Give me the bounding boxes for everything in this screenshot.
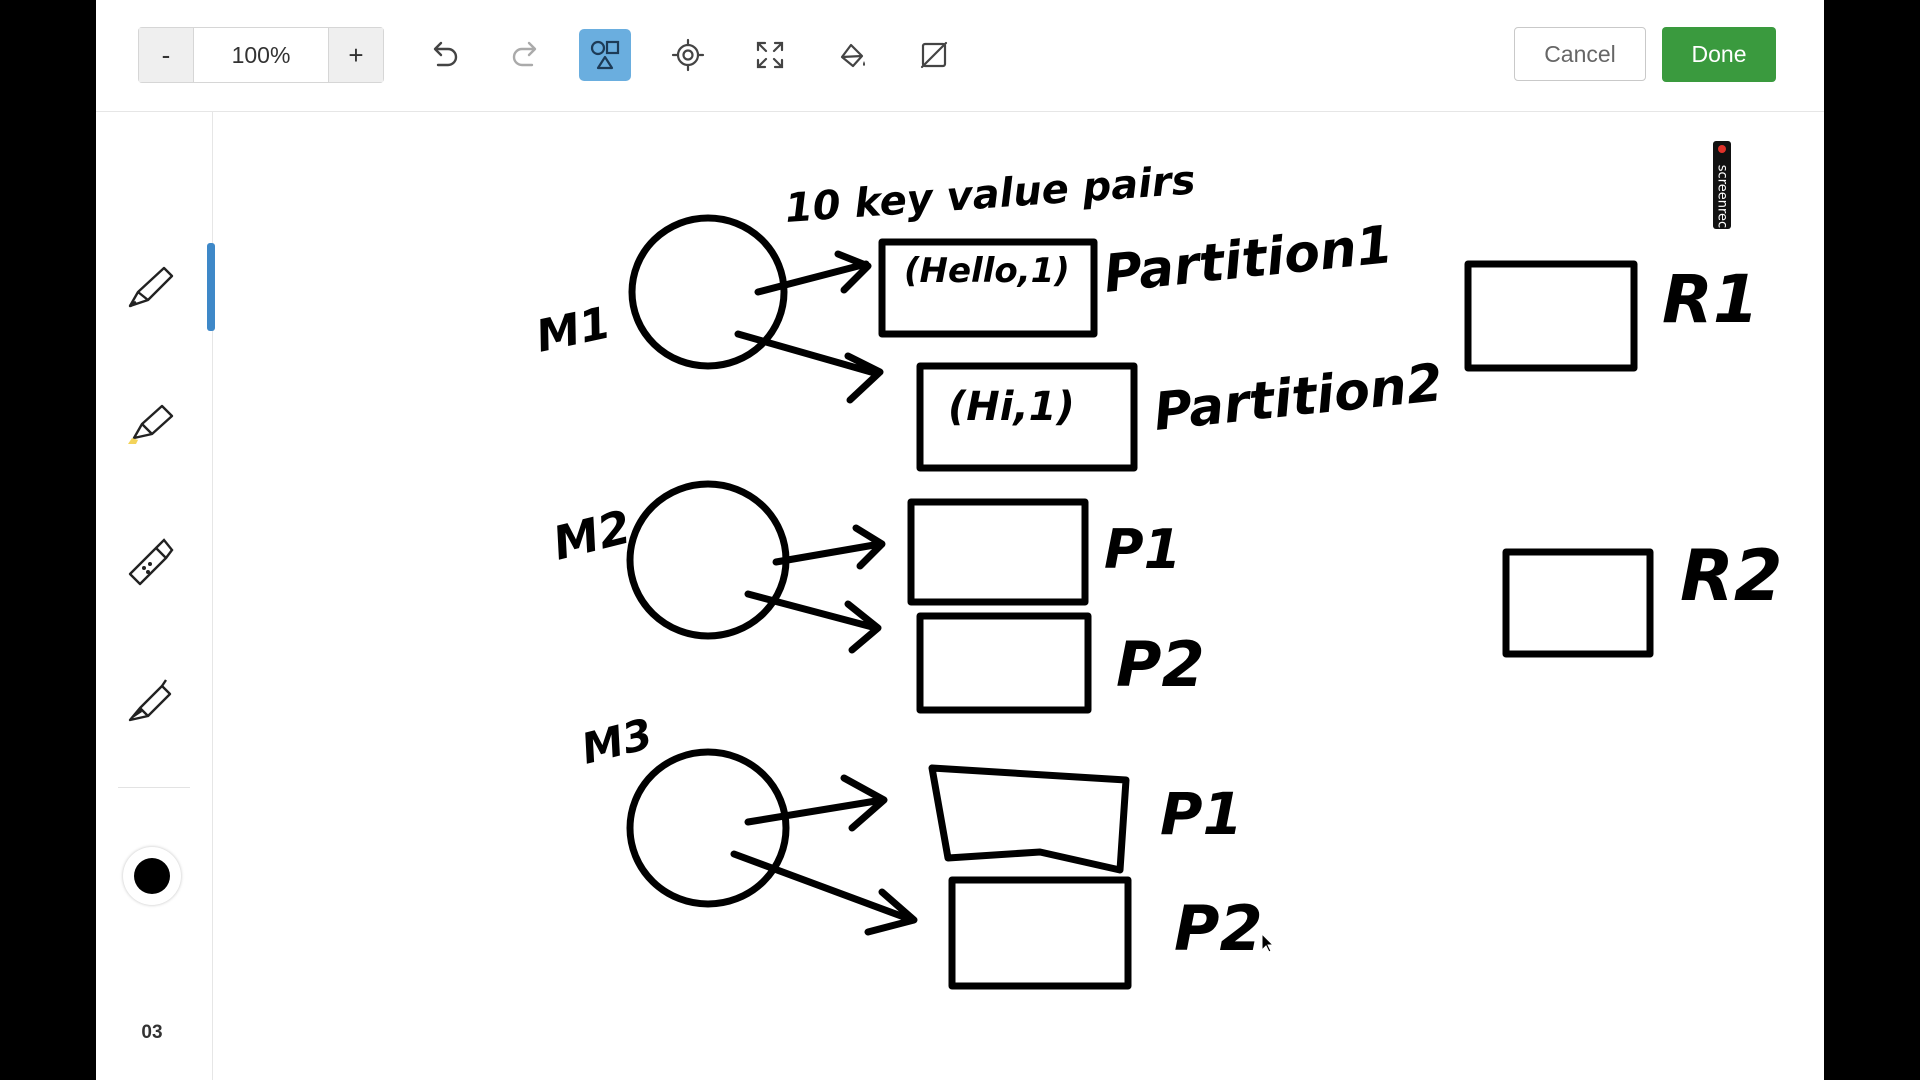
fill-bucket-icon: [840, 43, 865, 68]
label-m2: M2: [548, 499, 637, 570]
cancel-button[interactable]: Cancel: [1514, 27, 1646, 81]
drawing-canvas[interactable]: 10 key value pairs M1 (Hello,1) Partitio…: [213, 112, 1824, 1080]
m2-p1-box: [907, 498, 1089, 606]
fullscreen-button[interactable]: [744, 29, 796, 81]
label-r1: R1: [1662, 261, 1759, 338]
zoom-in-button[interactable]: +: [329, 28, 383, 82]
reducer-r1-box: [1464, 260, 1638, 372]
eraser-tool-button[interactable]: [908, 29, 960, 81]
mouse-cursor-icon: [1261, 932, 1275, 953]
label-partition1: Partition1: [1101, 215, 1395, 305]
m2-p2-box: [916, 612, 1092, 714]
partition1-box: [878, 238, 1098, 338]
label-m3-p1: P1: [1160, 780, 1243, 848]
target-tool-button[interactable]: [662, 29, 714, 81]
dotted-marker-icon: [128, 538, 174, 586]
zoom-level: 100%: [193, 28, 329, 82]
arrow-m2-p1: [772, 524, 886, 570]
stroke-color-dot: [134, 858, 170, 894]
pen-sidebar: 03: [96, 112, 215, 1080]
m3-p2-box: [948, 876, 1132, 990]
zoom-control: - 100% +: [138, 27, 384, 83]
arrow-m2-p2: [744, 590, 882, 654]
target-icon: [671, 38, 705, 72]
arrow-m3-p2: [730, 850, 918, 936]
shapes-tool-button[interactable]: [579, 29, 631, 81]
selected-pen-indicator: [207, 243, 215, 331]
highlighter-tool[interactable]: [120, 392, 182, 454]
zoom-out-button[interactable]: -: [139, 28, 193, 82]
arrow-m1-partition1: [754, 250, 872, 296]
map-node-m1: [628, 214, 788, 370]
label-partition2: Partition2: [1151, 353, 1445, 443]
screenrec-watermark: screenrec: [1713, 141, 1731, 229]
fill-tool-button[interactable]: [826, 29, 878, 81]
stroke-color-picker[interactable]: [123, 847, 181, 905]
redo-icon: [512, 41, 537, 67]
label-hi-1: (Hi,1): [948, 384, 1075, 430]
label-key-value-pairs: 10 key value pairs: [783, 157, 1196, 232]
calligraphy-pen-tool[interactable]: [120, 668, 182, 730]
map-node-m2: [626, 480, 790, 640]
sidebar-divider: [118, 787, 190, 788]
dotted-marker-tool[interactable]: [120, 530, 182, 592]
drawing-editor-window: - 100% + Cancel Done: [96, 0, 1824, 1080]
label-m2-p1: P1: [1104, 518, 1181, 581]
label-m3: M3: [577, 709, 658, 774]
toolbar: - 100% + Cancel Done: [96, 0, 1824, 112]
label-m2-p2: P2: [1116, 628, 1205, 701]
record-dot-icon: [1718, 145, 1726, 153]
partition2-box: [916, 362, 1138, 472]
fullscreen-icon: [756, 41, 784, 69]
label-r2: R2: [1680, 535, 1783, 617]
label-hello-1: (Hello,1): [904, 251, 1070, 291]
undo-button[interactable]: [418, 29, 470, 81]
pen-icon: [128, 266, 174, 308]
undo-icon: [433, 41, 458, 67]
highlighter-icon: [128, 404, 174, 444]
m3-p1-box: [928, 764, 1130, 874]
done-button[interactable]: Done: [1662, 27, 1776, 82]
map-node-m3: [626, 748, 790, 908]
label-m3-p2: P2: [1174, 892, 1263, 965]
arrow-m3-p1: [744, 774, 888, 832]
stroke-size-label: 03: [141, 1022, 163, 1043]
pen-tool[interactable]: [120, 254, 182, 316]
watermark-text: screenrec: [1714, 164, 1730, 229]
reducer-r2-box: [1502, 548, 1654, 658]
redo-button[interactable]: [500, 29, 552, 81]
shapes-icon: [590, 40, 620, 70]
arrow-m1-partition2: [734, 330, 884, 404]
calligraphy-pen-icon: [128, 679, 172, 722]
eraser-icon: [920, 41, 948, 69]
sketch-layer: 10 key value pairs M1 (Hello,1) Partitio…: [532, 157, 1783, 990]
label-m1: M1: [532, 297, 615, 362]
